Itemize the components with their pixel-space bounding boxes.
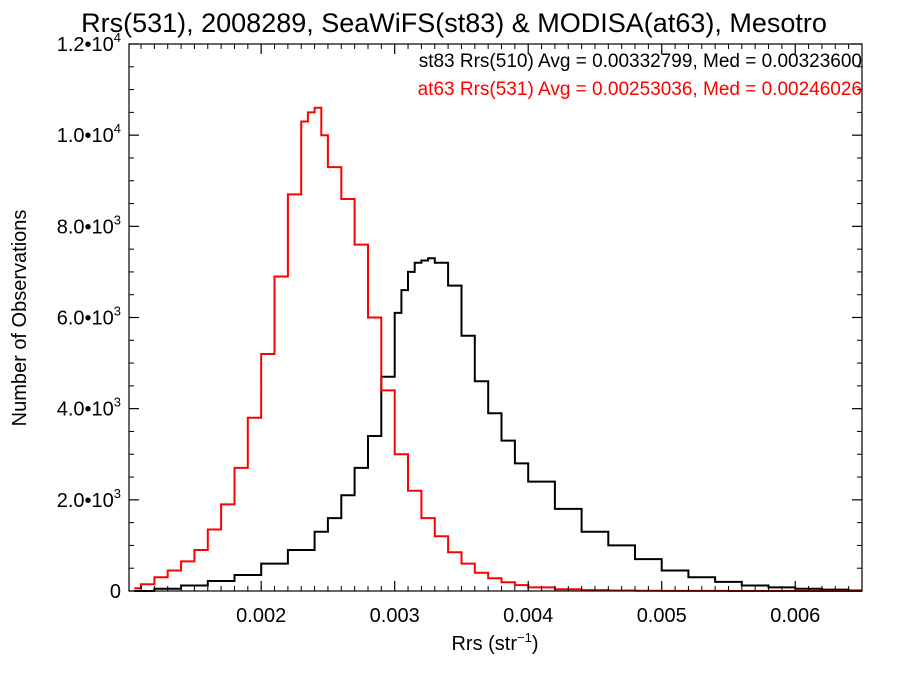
x-axis: 0.002 0.003 0.004 0.005 0.006 xyxy=(140,44,850,627)
x-axis-label: Rrs (str−1) xyxy=(451,630,538,655)
y-tick-label: 4.0•103 xyxy=(57,395,121,421)
series-layer xyxy=(134,106,862,592)
plot-frame xyxy=(128,43,863,592)
y-axis: 0 2.0•103 4.0•103 6.0•103 8.0•103 1.0•104 1.2•… xyxy=(57,30,862,603)
y-tick-label: 6.0•103 xyxy=(57,304,121,330)
series-line-0 xyxy=(134,257,862,592)
x-tick-label: 0.004 xyxy=(503,605,553,627)
y-tick-label: 1.2•104 xyxy=(57,30,121,56)
series-line-1 xyxy=(134,106,862,592)
annotations: st83 Rrs(510) Avg = 0.00332799, Med = 0.… xyxy=(418,51,862,100)
x-tick-label: 0.002 xyxy=(236,605,286,627)
y-tick-label: 1.0•104 xyxy=(57,121,121,147)
x-tick-label: 0.003 xyxy=(370,605,420,627)
x-tick-label: 0.005 xyxy=(637,605,687,627)
y-tick-label: 8.0•103 xyxy=(57,212,121,238)
chart-title: Rrs(531), 2008289, SeaWiFS(st83) & MODIS… xyxy=(81,8,827,38)
annotation-seawifs: st83 Rrs(510) Avg = 0.00332799, Med = 0.… xyxy=(419,51,862,72)
annotation-modisa: at63 Rrs(531) Avg = 0.00253036, Med = 0.… xyxy=(418,79,862,100)
y-tick-label: 2.0•103 xyxy=(57,486,121,512)
y-axis-label: Number of Observations xyxy=(9,210,31,427)
y-tick-label: 0 xyxy=(110,581,121,603)
x-tick-label: 0.006 xyxy=(770,605,820,627)
